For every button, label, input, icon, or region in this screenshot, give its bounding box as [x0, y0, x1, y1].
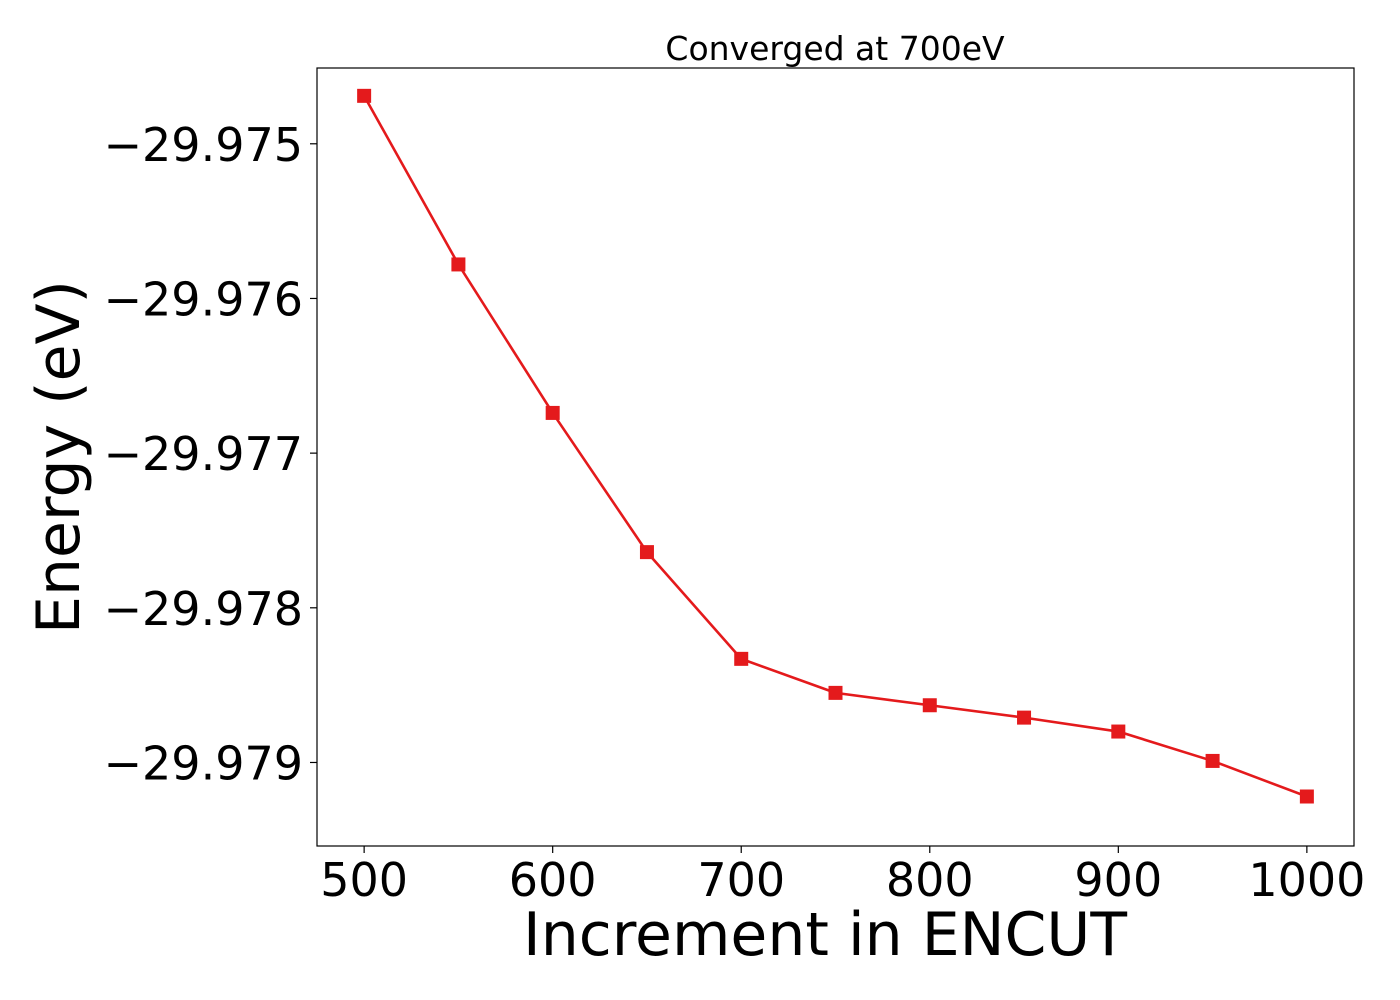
data-point — [734, 651, 749, 666]
series-layer — [357, 88, 1314, 804]
plot-area — [316, 67, 1355, 847]
y-tick-label: −29.979 — [104, 736, 304, 790]
data-point — [1017, 710, 1032, 725]
x-tick-label: 700 — [697, 853, 785, 907]
data-point — [828, 685, 843, 700]
x-axis-label: Increment in ENCUT — [523, 900, 1127, 970]
data-point — [451, 257, 466, 272]
x-tick-label: 500 — [320, 853, 408, 907]
y-tick-label: −29.976 — [104, 272, 304, 326]
y-tick-label: −29.977 — [104, 427, 304, 481]
x-axis: 500 600 700 800 900 1000 — [320, 846, 1365, 907]
data-point — [545, 405, 560, 420]
x-tick-label: 800 — [886, 853, 974, 907]
data-point — [357, 88, 372, 103]
y-axis: −29.975 −29.976 −29.977 −29.978 −29.979 — [104, 118, 317, 790]
data-point — [1299, 789, 1314, 804]
y-tick-label: −29.978 — [104, 582, 304, 636]
x-tick-label: 1000 — [1248, 853, 1365, 907]
plot-frame — [316, 67, 1355, 847]
x-tick-label: 900 — [1074, 853, 1162, 907]
data-point — [922, 698, 937, 713]
data-point — [1111, 724, 1126, 739]
x-tick-label: 600 — [509, 853, 597, 907]
y-axis-label: Energy (eV) — [24, 280, 94, 634]
y-tick-label: −29.975 — [104, 118, 304, 172]
data-point — [639, 545, 654, 560]
data-point — [1205, 753, 1220, 768]
chart-title: Converged at 700eV — [665, 29, 1005, 68]
